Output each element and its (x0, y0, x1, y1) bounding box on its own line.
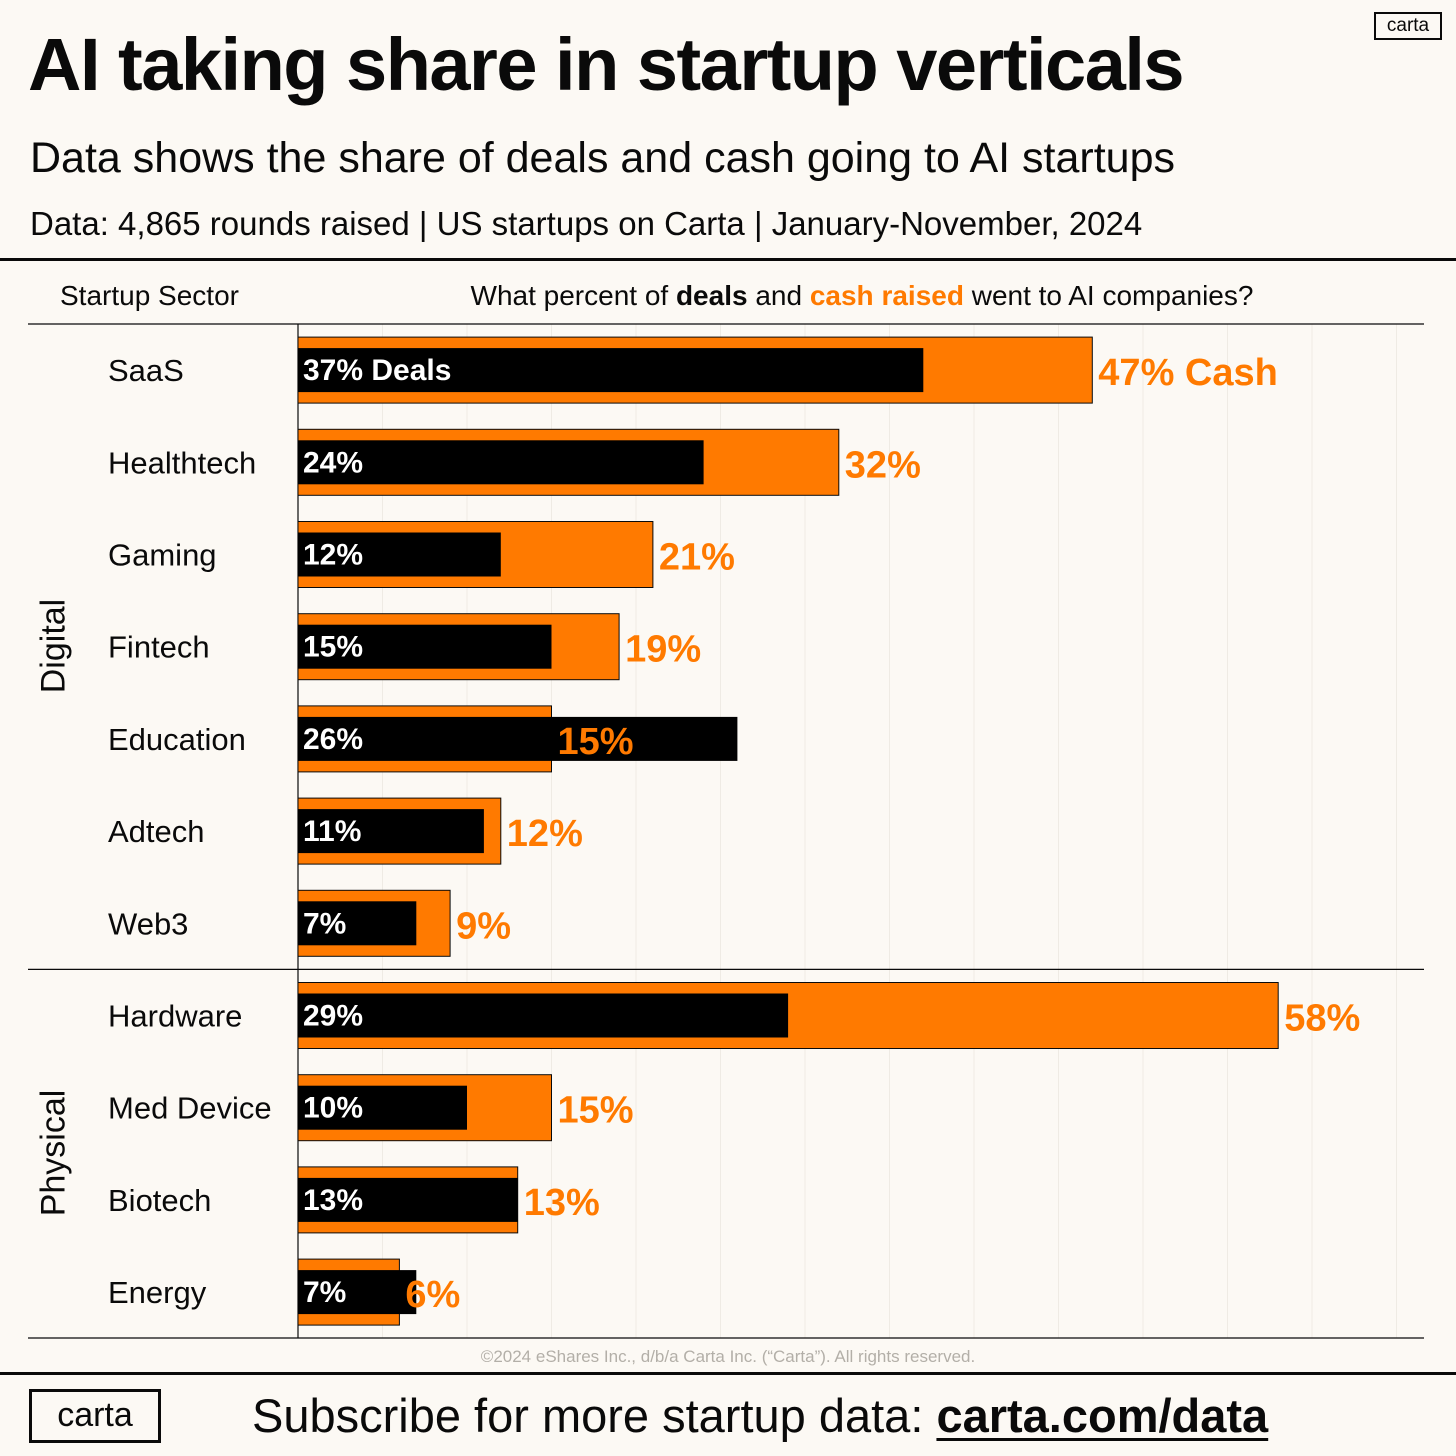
deals-bar (298, 532, 501, 577)
deals-bar (298, 440, 704, 485)
cash-value-label: 15% (558, 721, 634, 763)
deals-value-label: 15% (303, 631, 363, 664)
cash-value-label: 13% (524, 1182, 600, 1224)
footer-divider (0, 1372, 1456, 1375)
category-label: Web3 (108, 906, 188, 941)
category-label: Biotech (108, 1183, 211, 1218)
deals-value-label: 24% (303, 446, 363, 479)
cash-value-label: 6% (405, 1274, 460, 1316)
deals-value-label: 29% (303, 1000, 363, 1033)
cash-value-label: 9% (456, 905, 511, 947)
subscribe-cta: Subscribe for more startup data: carta.c… (252, 1388, 1268, 1443)
deals-value-label: 13% (303, 1184, 363, 1217)
question-cash: cash raised (809, 280, 964, 311)
deals-bar (298, 348, 924, 393)
chart-question-header: What percent of deals and cash raised we… (300, 280, 1424, 312)
copyright-notice: ©2024 eShares Inc., d/b/a Carta Inc. (“C… (480, 1347, 976, 1366)
category-label: Healthtech (108, 445, 256, 480)
cash-value-label: 15% (558, 1090, 634, 1132)
chart-title: AI taking share in startup verticals (28, 23, 1185, 106)
carta-logo-footer[interactable]: carta (29, 1389, 161, 1443)
category-label: Gaming (108, 538, 217, 573)
carta-data-link[interactable]: carta.com/data (936, 1389, 1269, 1442)
cash-value-label: 12% (507, 813, 583, 855)
header-divider (0, 258, 1456, 261)
deals-value-label: 10% (303, 1092, 363, 1125)
deals-value-label: 7% (303, 907, 346, 940)
carta-logo[interactable]: carta (1374, 12, 1442, 40)
category-label: Med Device (108, 1091, 272, 1126)
bar-chart: SaaS 37% Deals 47% Cash Healthtech 24% 32% Gam… (28, 323, 1424, 1339)
deals-bar (298, 624, 552, 669)
deals-bar (298, 901, 417, 946)
cash-value-label: 47% Cash (1098, 352, 1278, 394)
cash-value-label: 21% (659, 537, 735, 579)
category-label: Fintech (108, 630, 210, 665)
question-and: and (747, 280, 810, 311)
category-label: SaaS (108, 353, 184, 388)
question-deals: deals (675, 280, 748, 311)
chart-subtitle: Data shows the share of deals and cash g… (30, 134, 1175, 182)
cash-value-label: 32% (845, 444, 921, 486)
cta-text: Subscribe for more startup data: (252, 1389, 937, 1442)
data-source-note: Data: 4,865 rounds raised | US startups … (30, 205, 1143, 242)
deals-value-label: 12% (303, 539, 363, 572)
question-prefix: What percent of (470, 280, 676, 311)
deals-bar (298, 716, 738, 761)
deals-bar (298, 993, 789, 1038)
deals-bar (298, 809, 484, 854)
cash-value-label: 58% (1284, 998, 1360, 1040)
category-label: Education (108, 722, 246, 757)
deals-bar (298, 1085, 467, 1130)
category-label: Adtech (108, 814, 205, 849)
category-label: Energy (108, 1275, 207, 1310)
cash-value-label: 19% (625, 629, 701, 671)
deals-value-label: 26% (303, 723, 363, 756)
deals-value-label: 37% Deals (303, 354, 451, 387)
category-label: Hardware (108, 999, 242, 1034)
deals-bar (298, 1177, 518, 1222)
sector-column-header: Startup Sector (60, 280, 239, 311)
question-suffix: went to AI companies? (963, 280, 1254, 311)
deals-bar (298, 1270, 417, 1315)
deals-value-label: 11% (303, 815, 361, 848)
deals-value-label: 7% (303, 1276, 346, 1309)
